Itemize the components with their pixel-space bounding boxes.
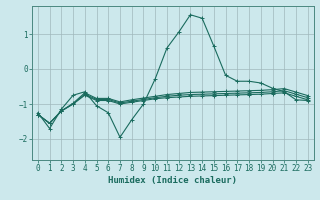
X-axis label: Humidex (Indice chaleur): Humidex (Indice chaleur) <box>108 176 237 185</box>
